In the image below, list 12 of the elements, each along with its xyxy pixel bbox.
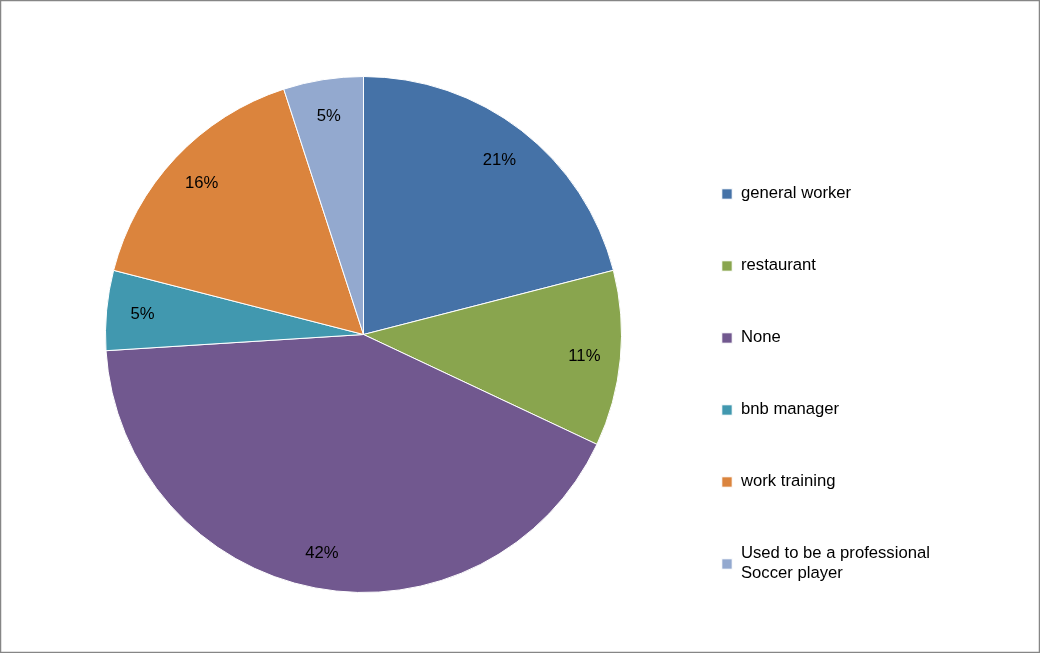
data-label: 11% xyxy=(568,345,601,365)
legend-label: general worker xyxy=(741,183,852,203)
data-label: 42% xyxy=(305,542,339,562)
data-label: 5% xyxy=(130,304,155,324)
legend-label: work training xyxy=(741,471,836,491)
legend-label: bnb manager xyxy=(741,399,840,419)
legend-label: restaurant xyxy=(741,255,816,275)
legend-label: Used to be a professional Soccer player xyxy=(741,543,930,583)
legend-label: None xyxy=(741,327,781,347)
data-label: 21% xyxy=(482,149,517,169)
data-label: 5% xyxy=(316,105,342,125)
data-label: 16% xyxy=(185,173,219,193)
